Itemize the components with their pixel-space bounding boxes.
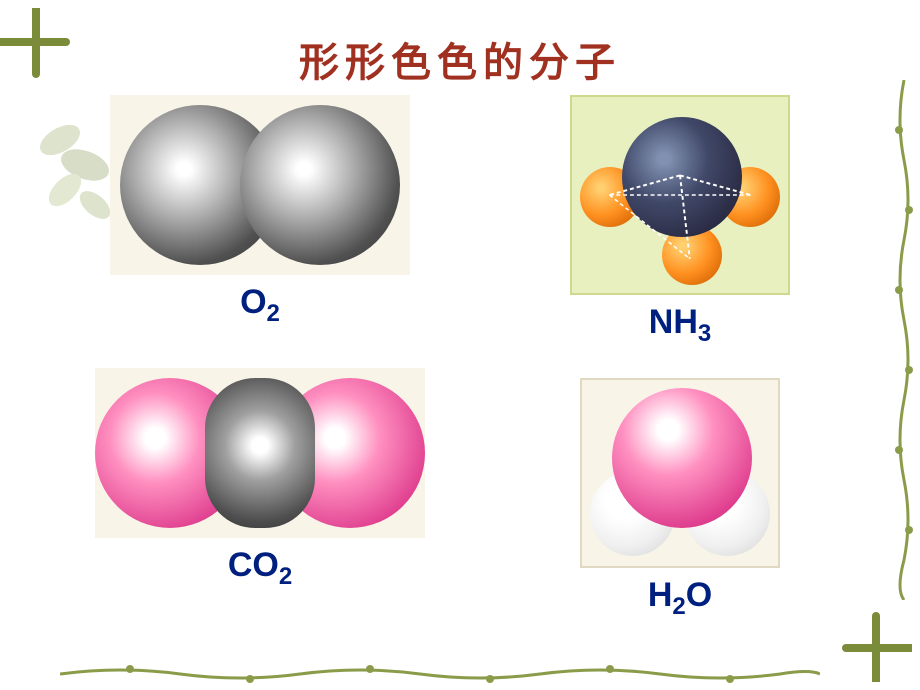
- co2-diagram: [95, 368, 425, 538]
- molecule-nh3: NH3: [500, 95, 860, 348]
- molecules-grid: O2 NH3 CO2: [80, 95, 860, 621]
- co2-label-sub: 2: [279, 563, 292, 590]
- o2-label-main: O: [240, 283, 266, 321]
- oxygen-atom-2: [240, 105, 400, 265]
- o2-label-sub: 2: [267, 300, 280, 327]
- carbon-atom: [205, 378, 315, 528]
- co2-label: CO2: [228, 546, 292, 591]
- h2o-diagram: [580, 378, 780, 568]
- h2o-label-suffix: O: [686, 576, 712, 614]
- h2o-label: H2O: [648, 576, 712, 621]
- h2o-label-main: H: [648, 576, 673, 614]
- nh3-label: NH3: [649, 303, 711, 348]
- nh3-diagram: [570, 95, 790, 295]
- h2o-oxygen: [612, 388, 752, 528]
- molecule-h2o: H2O: [500, 368, 860, 621]
- corner-ornament-top-left: [0, 8, 80, 88]
- page-title: 形形色色的分子: [299, 30, 621, 88]
- molecule-co2: CO2: [80, 368, 440, 621]
- nh3-bond-lines: [572, 97, 788, 293]
- nh3-label-sub: 3: [698, 320, 711, 347]
- vine-border-right: [894, 80, 914, 600]
- co2-label-main: CO: [228, 546, 279, 584]
- o2-label: O2: [240, 283, 280, 328]
- h2o-label-sub: 2: [672, 593, 685, 620]
- molecule-o2: O2: [80, 95, 440, 348]
- vine-border-bottom: [60, 664, 820, 684]
- nh3-label-main: NH: [649, 303, 698, 341]
- o2-diagram: [110, 95, 410, 275]
